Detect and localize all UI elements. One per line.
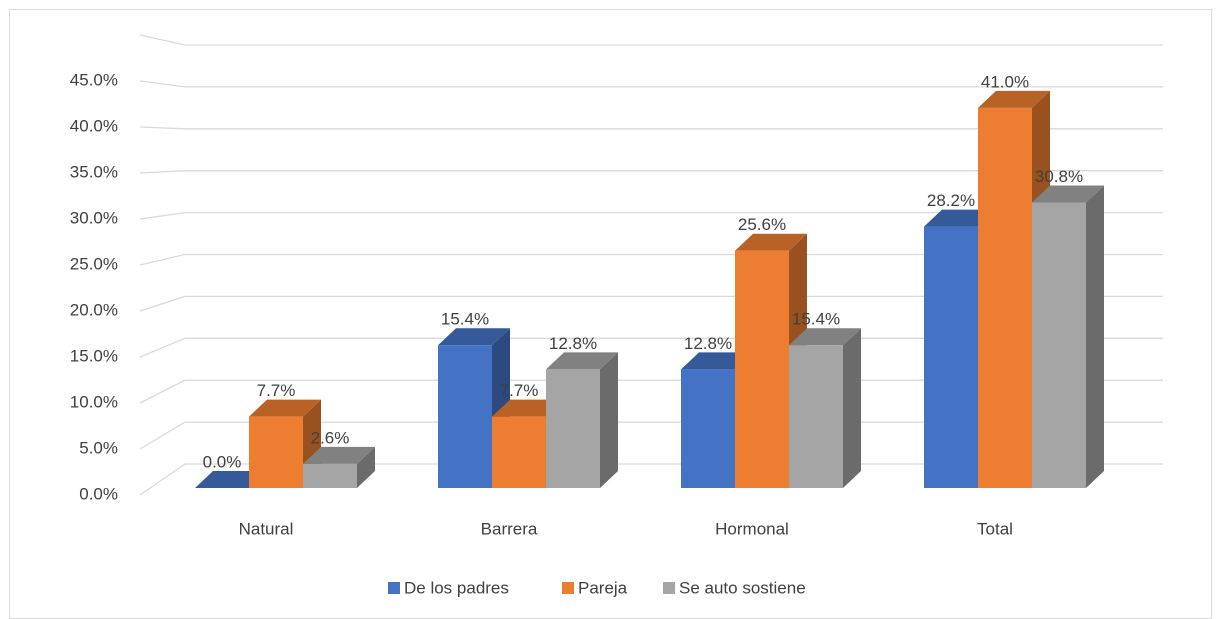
- bar: [303, 463, 357, 488]
- bar: [735, 250, 789, 488]
- data-label: 15.4%: [792, 310, 840, 329]
- grid-line: [139, 126, 186, 130]
- bar-top: [438, 328, 510, 346]
- bar-top: [789, 328, 861, 346]
- x-tick-label: Natural: [239, 519, 294, 538]
- grid-line: [139, 34, 186, 46]
- bar-side: [843, 328, 861, 488]
- bar-top: [303, 446, 375, 464]
- x-tick-label: Total: [977, 519, 1013, 538]
- bar-side: [357, 446, 375, 488]
- legend-swatch: [663, 582, 675, 594]
- bar-side: [600, 352, 618, 488]
- y-tick-label: 0.0%: [79, 484, 118, 503]
- grid-line: [139, 337, 186, 358]
- y-tick-label: 5.0%: [79, 438, 118, 457]
- data-label: 30.8%: [1035, 167, 1083, 186]
- grid-line: [139, 463, 186, 496]
- x-tick-label: Hormonal: [715, 519, 789, 538]
- legend-swatch: [388, 582, 400, 594]
- y-tick-label: 35.0%: [70, 162, 118, 181]
- grid-line: [139, 170, 186, 174]
- bar-top: [1032, 185, 1104, 203]
- bar: [546, 369, 600, 488]
- grid-line: [139, 379, 186, 404]
- bar-top: [735, 233, 807, 251]
- bar: [249, 416, 303, 488]
- bar: [492, 416, 546, 488]
- bar-top: [978, 90, 1050, 108]
- bar-top: [546, 352, 618, 370]
- y-tick-label: 45.0%: [70, 70, 118, 89]
- data-label: 12.8%: [684, 334, 732, 353]
- y-tick-label: 40.0%: [70, 116, 118, 135]
- bar: [1032, 202, 1086, 488]
- data-label: 2.6%: [311, 428, 350, 447]
- bar: [978, 107, 1032, 489]
- y-tick-label: 10.0%: [70, 392, 118, 411]
- y-tick-label: 15.0%: [70, 346, 118, 365]
- data-label: 7.7%: [257, 381, 296, 400]
- data-label: 0.0%: [203, 452, 242, 471]
- data-label: 15.4%: [441, 310, 489, 329]
- legend-swatch: [562, 582, 574, 594]
- data-label: 25.6%: [738, 215, 786, 234]
- bar: [924, 226, 978, 488]
- legend-label: Pareja: [578, 578, 628, 597]
- bar-side: [1086, 185, 1104, 488]
- grid-line: [139, 253, 186, 266]
- grid-line: [139, 211, 186, 220]
- y-tick-label: 25.0%: [70, 254, 118, 273]
- data-label: 7.7%: [500, 381, 539, 400]
- data-label: 12.8%: [549, 334, 597, 353]
- bar: [681, 369, 735, 488]
- data-label: 41.0%: [981, 72, 1029, 91]
- legend-label: De los padres: [404, 578, 509, 597]
- grid-line: [139, 295, 186, 312]
- legend-label: Se auto sostiene: [679, 578, 806, 597]
- y-tick-label: 30.0%: [70, 208, 118, 227]
- grid-line: [139, 421, 186, 450]
- bar: [438, 345, 492, 488]
- x-tick-label: Barrera: [481, 519, 538, 538]
- y-tick-label: 20.0%: [70, 300, 118, 319]
- bar: [789, 345, 843, 488]
- bar-top: [249, 399, 321, 417]
- data-label: 28.2%: [927, 191, 975, 210]
- grid-line: [139, 80, 186, 88]
